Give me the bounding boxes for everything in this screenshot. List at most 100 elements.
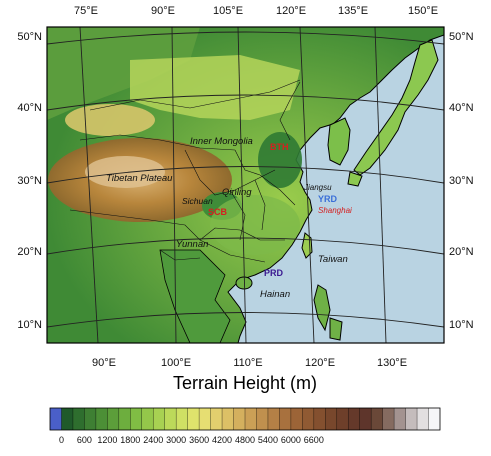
colorbar-swatch bbox=[210, 408, 223, 430]
right-lat-tick: 30°N bbox=[449, 175, 474, 187]
colorbar-swatch bbox=[325, 408, 338, 430]
colorbar-swatch bbox=[256, 408, 269, 430]
left-lat-tick: 40°N bbox=[17, 102, 42, 114]
colorbar-swatch bbox=[359, 408, 372, 430]
right-lat-tick: 20°N bbox=[449, 246, 474, 258]
colorbar-swatch bbox=[72, 408, 85, 430]
colorbar-swatch bbox=[336, 408, 349, 430]
colorbar-swatch bbox=[428, 408, 441, 430]
cluster-label-yrd: YRD bbox=[318, 194, 338, 204]
colorbar-swatch bbox=[199, 408, 211, 430]
cluster-label-scb: SCB bbox=[208, 207, 228, 217]
bottom-lon-tick: 90°E bbox=[92, 357, 116, 369]
colorbar-swatch bbox=[107, 408, 120, 430]
colorbar-swatch bbox=[130, 408, 143, 430]
colorbar-swatch bbox=[164, 408, 177, 430]
tarim-basin bbox=[65, 104, 155, 136]
colorbar-swatch bbox=[371, 408, 383, 430]
colorbar-tick-label: 6600 bbox=[304, 435, 324, 445]
cluster-label-prd: PRD bbox=[264, 268, 284, 278]
colorbar-swatch bbox=[84, 408, 97, 430]
kyushu bbox=[347, 171, 363, 187]
colorbar-swatch bbox=[394, 408, 406, 430]
colorbar-swatch bbox=[233, 408, 246, 430]
region-label-hainan: Hainan bbox=[260, 289, 290, 300]
colorbar-swatch bbox=[302, 408, 315, 430]
left-lat-tick: 20°N bbox=[17, 246, 42, 258]
colorbar-swatch bbox=[290, 408, 303, 430]
left-lat-ticks: 50°N 40°N 30°N 20°N 10°N bbox=[17, 31, 42, 331]
colorbar-tick-label: 4200 bbox=[212, 435, 232, 445]
region-label-shanghai: Shanghai bbox=[318, 206, 352, 215]
right-lat-tick: 10°N bbox=[449, 319, 474, 331]
bottom-lon-tick: 130°E bbox=[377, 357, 407, 369]
colorbar-swatch bbox=[187, 408, 200, 430]
region-label-sichuan: Sichuan bbox=[182, 196, 213, 206]
cluster-labels: BTH SCB YRD PRD bbox=[208, 142, 338, 278]
top-lon-tick: 135°E bbox=[338, 5, 368, 17]
cluster-label-bth: BTH bbox=[270, 142, 289, 152]
chart-title: Terrain Height (m) bbox=[173, 373, 317, 393]
colorbar-swatch bbox=[279, 408, 292, 430]
graticule bbox=[47, 27, 444, 343]
colorbar-tick-label: 5400 bbox=[258, 435, 278, 445]
top-lon-tick: 90°E bbox=[151, 5, 175, 17]
colorbar-tick-label: 1200 bbox=[97, 435, 117, 445]
colorbar-swatch bbox=[153, 408, 166, 430]
korean-peninsula bbox=[327, 117, 351, 166]
colorbar-swatch bbox=[267, 408, 280, 430]
admin-borders bbox=[69, 79, 301, 263]
colorbar bbox=[49, 407, 441, 431]
philippine-islands bbox=[313, 284, 331, 332]
colorbar-swatch bbox=[245, 408, 257, 430]
colorbar-tick-label: 3600 bbox=[189, 435, 209, 445]
colorbar-swatch bbox=[405, 408, 418, 430]
top-lon-ticks: 75°E 90°E 105°E 120°E 135°E 150°E bbox=[74, 5, 438, 17]
colorbar-labels: 0 600 1200 1800 2400 3000 3600 4200 4800 5400 6000… bbox=[59, 435, 324, 445]
top-lon-tick: 120°E bbox=[276, 5, 306, 17]
colorbar-swatch bbox=[50, 408, 62, 430]
bottom-lon-tick: 100°E bbox=[161, 357, 191, 369]
top-lon-tick: 75°E bbox=[74, 5, 98, 17]
colorbar-tick-label: 600 bbox=[77, 435, 92, 445]
region-label-yunnan: Yunnan bbox=[176, 239, 208, 250]
japan-islands bbox=[353, 39, 439, 176]
right-lat-ticks: 50°N 40°N 30°N 20°N 10°N bbox=[449, 31, 474, 331]
region-label-qinling: Qinling bbox=[222, 187, 252, 198]
left-lat-tick: 30°N bbox=[17, 175, 42, 187]
left-lat-tick: 50°N bbox=[17, 31, 42, 43]
colorbar-swatch bbox=[118, 408, 131, 430]
top-lon-tick: 150°E bbox=[408, 5, 438, 17]
bottom-lon-tick: 110°E bbox=[233, 357, 262, 369]
colorbar-tick-label: 1800 bbox=[120, 435, 140, 445]
bottom-lon-ticks: 90°E 100°E 110°E 120°E 130°E bbox=[92, 357, 407, 369]
colorbar-tick-label: 2400 bbox=[143, 435, 163, 445]
colorbar-swatch bbox=[61, 408, 74, 430]
colorbar-swatch bbox=[176, 408, 188, 430]
right-lat-tick: 40°N bbox=[449, 102, 474, 114]
map-panel bbox=[47, 27, 444, 343]
colorbar-tick-label: 3000 bbox=[166, 435, 186, 445]
left-lat-tick: 10°N bbox=[17, 319, 42, 331]
colorbar-tick-label: 4800 bbox=[235, 435, 255, 445]
south-china-hills bbox=[210, 195, 300, 255]
region-label-tibetan-plateau: Tibetan Plateau bbox=[106, 173, 173, 184]
colorbar-swatch bbox=[222, 408, 234, 430]
colorbar-tick-label: 0 bbox=[59, 435, 64, 445]
bottom-lon-tick: 120°E bbox=[305, 357, 335, 369]
central-asia-land bbox=[47, 27, 200, 120]
colorbar-swatch bbox=[348, 408, 361, 430]
philippine-islands-south bbox=[329, 317, 343, 341]
plateau-high-core bbox=[85, 156, 165, 188]
region-label-taiwan: Taiwan bbox=[318, 254, 348, 265]
right-lat-tick: 50°N bbox=[449, 31, 474, 43]
region-labels: Inner Mongolia Tibetan Plateau Qinling S… bbox=[106, 136, 352, 300]
colorbar-swatch bbox=[417, 408, 429, 430]
colorbar-tick-label: 6000 bbox=[281, 435, 301, 445]
top-lon-tick: 105°E bbox=[213, 5, 243, 17]
colorbar-swatch bbox=[95, 408, 108, 430]
indochina bbox=[159, 249, 231, 343]
map-frame bbox=[46, 26, 445, 344]
region-label-inner-mongolia: Inner Mongolia bbox=[190, 136, 253, 147]
